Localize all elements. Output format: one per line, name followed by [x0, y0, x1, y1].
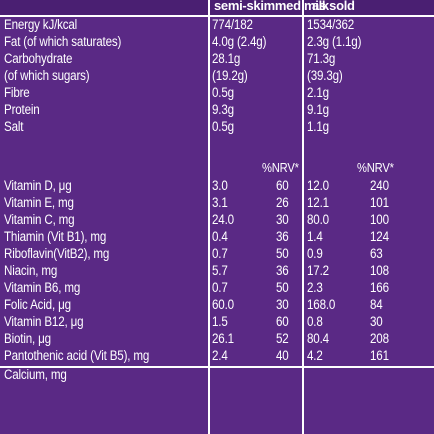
- pantothenic-acid-value-1: 2.4: [212, 348, 228, 363]
- vitamin-d-value-2: 12.0: [307, 178, 329, 193]
- vitamin-c-nrv-1: 30: [276, 212, 289, 227]
- vitamin-d-nrv-2: 240: [370, 178, 389, 193]
- vitamin-b12-nrv-1: 60: [276, 314, 289, 329]
- carbohydrate-value-1: 28.1g: [212, 51, 241, 66]
- vitamin-e-nrv-2: 101: [370, 195, 389, 210]
- row-label-biotin: Biotin, μg: [4, 331, 51, 346]
- column-divider-2: [302, 0, 304, 434]
- pantothenic-acid-nrv-1: 40: [276, 348, 289, 363]
- column-header-semi-skimmed: semi-skimmed milk: [214, 0, 329, 13]
- folic-acid-nrv-2: 84: [370, 297, 383, 312]
- row-label-vitamin-b6: Vitamin B6, mg: [4, 280, 81, 295]
- row-label-energy: Energy kJ/kcal: [4, 17, 78, 32]
- section-rule: [0, 366, 434, 368]
- row-label-thiamin: Thiamin (Vit B1), mg: [4, 229, 107, 244]
- row-label-riboflavin: Riboflavin(VitB2), mg: [4, 246, 110, 261]
- thiamin-value-2: 1.4: [307, 229, 323, 244]
- header-rule: [0, 15, 434, 17]
- folic-acid-value-1: 60.0: [212, 297, 234, 312]
- vitamin-b12-value-1: 1.5: [212, 314, 228, 329]
- carbohydrate-value-2: 71.3g: [307, 51, 336, 66]
- row-label-salt: Salt: [4, 119, 24, 134]
- salt-value-2: 1.1g: [307, 119, 329, 134]
- fibre-value-1: 0.5g: [212, 85, 234, 100]
- column-header-as-sold: as sold: [312, 0, 355, 13]
- niacin-nrv-1: 36: [276, 263, 289, 278]
- folic-acid-value-2: 168.0: [307, 297, 336, 312]
- sugars-value-1: (19.2g): [212, 68, 248, 83]
- folic-acid-nrv-1: 30: [276, 297, 289, 312]
- row-label-sugars: (of which sugars): [4, 68, 90, 83]
- row-label-vitamin-b12: Vitamin B12, μg: [4, 314, 84, 329]
- biotin-nrv-1: 52: [276, 331, 289, 346]
- riboflavin-nrv-2: 63: [370, 246, 383, 261]
- biotin-value-2: 80.4: [307, 331, 329, 346]
- niacin-value-1: 5.7: [212, 263, 228, 278]
- nrv-header-1: %NRV*: [262, 160, 299, 175]
- vitamin-e-nrv-1: 26: [276, 195, 289, 210]
- fat-value-2: 2.3g (1.1g): [307, 34, 362, 49]
- row-label-pantothenic-acid: Pantothenic acid (Vit B5), mg: [4, 348, 150, 363]
- fibre-value-2: 2.1g: [307, 85, 329, 100]
- niacin-nrv-2: 108: [370, 263, 389, 278]
- niacin-value-2: 17.2: [307, 263, 329, 278]
- vitamin-b6-value-1: 0.7: [212, 280, 228, 295]
- vitamin-c-value-1: 24.0: [212, 212, 234, 227]
- thiamin-nrv-2: 124: [370, 229, 389, 244]
- thiamin-nrv-1: 36: [276, 229, 289, 244]
- nrv-header-2: %NRV*: [357, 160, 394, 175]
- pantothenic-acid-nrv-2: 161: [370, 348, 389, 363]
- riboflavin-value-2: 0.9: [307, 246, 323, 261]
- row-label-folic-acid: Folic Acid, μg: [4, 297, 71, 312]
- vitamin-c-value-2: 80.0: [307, 212, 329, 227]
- protein-value-2: 9.1g: [307, 102, 329, 117]
- riboflavin-value-1: 0.7: [212, 246, 228, 261]
- row-label-protein: Protein: [4, 102, 40, 117]
- row-label-calcium: Calcium, mg: [4, 367, 67, 382]
- thiamin-value-1: 0.4: [212, 229, 228, 244]
- vitamin-d-value-1: 3.0: [212, 178, 228, 193]
- biotin-nrv-2: 208: [370, 331, 389, 346]
- row-label-vitamin-e: Vitamin E, mg: [4, 195, 74, 210]
- vitamin-e-value-2: 12.1: [307, 195, 329, 210]
- vitamin-b6-value-2: 2.3: [307, 280, 323, 295]
- row-label-fibre: Fibre: [4, 85, 30, 100]
- row-label-fat: Fat (of which saturates): [4, 34, 122, 49]
- vitamin-b12-value-2: 0.8: [307, 314, 323, 329]
- vitamin-d-nrv-1: 60: [276, 178, 289, 193]
- row-label-carbohydrate: Carbohydrate: [4, 51, 73, 66]
- riboflavin-nrv-1: 50: [276, 246, 289, 261]
- pantothenic-acid-value-2: 4.2: [307, 348, 323, 363]
- salt-value-1: 0.5g: [212, 119, 234, 134]
- row-label-niacin: Niacin, mg: [4, 263, 58, 278]
- vitamin-b6-nrv-2: 166: [370, 280, 389, 295]
- vitamin-c-nrv-2: 100: [370, 212, 389, 227]
- row-label-vitamin-c: Vitamin C, mg: [4, 212, 75, 227]
- column-divider-1: [208, 0, 210, 434]
- header-strip: [0, 0, 434, 16]
- row-label-vitamin-d: Vitamin D, μg: [4, 178, 72, 193]
- vitamin-b12-nrv-2: 30: [370, 314, 383, 329]
- fat-value-1: 4.0g (2.4g): [212, 34, 267, 49]
- protein-value-1: 9.3g: [212, 102, 234, 117]
- vitamin-e-value-1: 3.1: [212, 195, 228, 210]
- sugars-value-2: (39.3g): [307, 68, 343, 83]
- energy-value-1: 774/182: [212, 17, 253, 32]
- vitamin-b6-nrv-1: 50: [276, 280, 289, 295]
- energy-value-2: 1534/362: [307, 17, 355, 32]
- biotin-value-1: 26.1: [212, 331, 234, 346]
